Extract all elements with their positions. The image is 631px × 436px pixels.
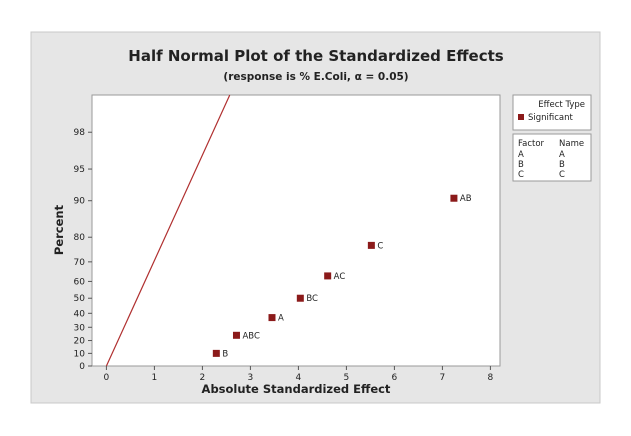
- data-point-b: [212, 349, 220, 357]
- data-point-a: [268, 314, 276, 322]
- legend-factor-header: Factor: [518, 139, 545, 149]
- point-label-a: A: [278, 314, 284, 324]
- data-point-c: [367, 241, 375, 249]
- point-label-c: C: [377, 241, 383, 251]
- x-axis-label: Absolute Standardized Effect: [202, 382, 391, 396]
- x-tick-label: 2: [200, 373, 206, 383]
- reference-line: [105, 94, 231, 367]
- y-axis: 0 10 20 30 40 50 60 70 80 90 95 98: [74, 128, 92, 372]
- y-tick-label: 0: [79, 362, 85, 372]
- legend-name-b: B: [559, 160, 565, 170]
- legend-box-factors: [512, 133, 592, 182]
- point-label-ac: AC: [334, 272, 346, 282]
- legend-title: Effect Type: [538, 100, 585, 110]
- x-tick-label: 3: [248, 373, 254, 383]
- x-tick-label: 6: [392, 373, 398, 383]
- y-tick-label: 70: [74, 258, 86, 268]
- y-tick-label: 95: [74, 165, 85, 175]
- point-label-abc: ABC: [242, 331, 259, 341]
- y-tick-label: 20: [74, 337, 86, 347]
- y-tick-label: 98: [74, 128, 86, 138]
- y-tick-label: 10: [74, 349, 86, 359]
- y-tick-label: 40: [74, 309, 86, 319]
- data-point-bc: [296, 294, 304, 302]
- y-tick-label: 90: [74, 197, 86, 207]
- data-point-ab: [450, 194, 458, 202]
- legend-marker-significant: [518, 114, 524, 120]
- point-label-bc: BC: [306, 294, 318, 304]
- x-axis: 0 1 2 3 4 5 6 7 8: [104, 366, 494, 383]
- legend-factors: Factor Name A AB BC C: [512, 133, 592, 182]
- x-tick-label: 0: [104, 373, 110, 383]
- legend-name-a: A: [559, 150, 565, 160]
- x-tick-label: 8: [488, 373, 494, 383]
- y-tick-label: 80: [74, 233, 86, 243]
- legend-factor-c: C: [518, 170, 524, 180]
- legend-entry-significant: Significant: [528, 113, 574, 123]
- x-tick-label: 4: [296, 373, 302, 383]
- point-label-ab: AB: [460, 194, 472, 204]
- chart-subtitle: (response is % E.Coli, α = 0.05): [223, 71, 408, 83]
- chart-title: Half Normal Plot of the Standardized Eff…: [128, 47, 503, 65]
- legend-factor-rows: A AB BC C: [518, 150, 565, 180]
- x-tick-label: 7: [440, 373, 446, 383]
- legend-factor-a: A: [518, 150, 524, 160]
- legend-name-c: C: [559, 170, 565, 180]
- plot-area: [91, 94, 501, 367]
- y-tick-label: 50: [74, 294, 86, 304]
- y-tick-label: 30: [74, 323, 86, 333]
- data-point-ac: [324, 272, 332, 280]
- legend-name-header: Name: [559, 139, 584, 149]
- legend-box-effect: [512, 94, 592, 131]
- y-axis-label: Percent: [52, 204, 66, 255]
- x-tick-label: 5: [344, 373, 350, 383]
- point-label-b: B: [222, 349, 228, 359]
- x-tick-label: 1: [152, 373, 158, 383]
- reference-line-group: [105, 94, 231, 367]
- y-tick-label: 60: [74, 277, 86, 287]
- legend-effect-type: Effect Type Significant: [512, 94, 592, 131]
- data-point-abc: [232, 331, 240, 339]
- legend-factor-b: B: [518, 160, 524, 170]
